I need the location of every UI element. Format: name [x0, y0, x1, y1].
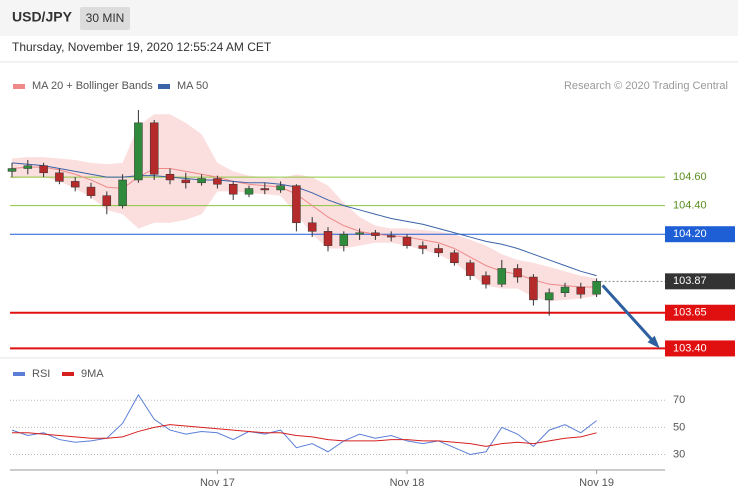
- projection-arrowhead: [647, 335, 660, 349]
- candle-body: [434, 248, 443, 254]
- candle-body: [102, 195, 112, 206]
- level-label: 103.87: [673, 275, 707, 287]
- candle-body: [228, 183, 238, 195]
- candle-body: [260, 188, 270, 191]
- projection-arrow: [601, 284, 659, 347]
- candle-body: [544, 292, 554, 301]
- candle-body: [244, 188, 254, 195]
- candle-body: [418, 245, 428, 249]
- x-tick-label: Nov 17: [200, 477, 235, 489]
- line-series: [12, 424, 597, 447]
- x-tick-label: Nov 19: [579, 477, 614, 489]
- candle-body: [213, 178, 222, 185]
- candle-body: [7, 168, 17, 172]
- legend-label: MA 20 + Bollinger Bands: [32, 80, 153, 92]
- candle-body: [371, 232, 380, 236]
- candle-body: [55, 172, 64, 182]
- candle-body: [23, 165, 33, 169]
- x-tick-label: Nov 18: [390, 477, 425, 489]
- candle-body: [307, 222, 317, 232]
- legend-label: RSI: [32, 368, 50, 380]
- legend-swatch: [158, 84, 170, 89]
- candle-body: [513, 268, 522, 278]
- candle-body: [481, 275, 491, 285]
- candle-body: [560, 286, 570, 293]
- candle-body: [70, 181, 80, 188]
- level-label: 103.65: [673, 307, 707, 319]
- candle-body: [402, 236, 412, 246]
- level-label: 104.20: [673, 228, 707, 240]
- credit: Research © 2020 Trading Central: [564, 80, 728, 92]
- candle-body: [134, 122, 143, 181]
- timeframe: 30 MIN: [86, 11, 125, 25]
- candle-body: [450, 252, 459, 264]
- level-box: [665, 226, 735, 243]
- level-box: [665, 304, 735, 321]
- legend-swatch: [13, 84, 25, 89]
- timeframe-pill: [80, 7, 130, 30]
- candle-body: [149, 122, 159, 175]
- level-label: 104.60: [673, 171, 707, 183]
- bollinger-band: [12, 114, 597, 302]
- candle-body: [118, 179, 127, 206]
- level-box: [665, 340, 735, 357]
- y-tick-label: 50: [673, 421, 685, 433]
- candle-body: [497, 268, 507, 285]
- candle-body: [86, 186, 96, 196]
- candle-body: [276, 185, 285, 191]
- candle-body: [355, 232, 364, 235]
- candle-body: [576, 286, 586, 295]
- symbol: USD/JPY: [12, 9, 73, 25]
- moving-average: [11, 162, 597, 277]
- candle-body: [465, 262, 475, 276]
- legend-label: 9MA: [81, 368, 104, 380]
- level-label: 104.40: [673, 200, 707, 212]
- candle-body: [339, 233, 349, 246]
- candle-body: [39, 165, 48, 174]
- y-tick-label: 30: [673, 448, 685, 460]
- candle-body: [592, 281, 601, 295]
- level-box: [665, 273, 735, 290]
- candle-body: [165, 173, 175, 181]
- line-series: [11, 393, 597, 455]
- candle-body: [529, 276, 538, 301]
- candle-body: [197, 178, 206, 184]
- candle-body: [386, 235, 396, 238]
- candle-body: [292, 185, 301, 224]
- legend-swatch: [62, 372, 74, 376]
- legend-label: MA 50: [177, 80, 208, 92]
- y-tick-label: 70: [673, 394, 685, 406]
- candle-body: [323, 231, 333, 246]
- date: Thursday, November 19, 2020 12:55:24 AM …: [12, 40, 272, 54]
- legend-swatch: [13, 372, 25, 376]
- candle-body: [181, 179, 191, 184]
- level-label: 103.40: [673, 342, 707, 354]
